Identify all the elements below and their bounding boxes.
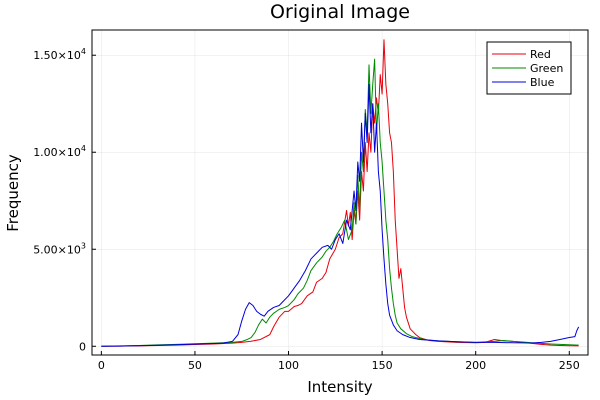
x-tick-label: 100: [278, 359, 299, 372]
y-tick-label: 1.50×104: [33, 47, 86, 62]
plot-frame: [91, 29, 589, 356]
legend-label-blue: Blue: [530, 76, 555, 89]
x-tick-label: 200: [465, 359, 486, 372]
x-tick-label: 0: [98, 359, 105, 372]
series-line-green: [101, 58, 579, 347]
series-line-red: [101, 39, 579, 347]
x-tick-label: 250: [559, 359, 580, 372]
y-tick-label: 0: [79, 340, 86, 353]
x-axis-title: Intensity: [307, 378, 372, 396]
y-tick-label: 1.00×104: [33, 144, 86, 159]
legend-label-green: Green: [530, 62, 563, 75]
y-axis-title: Frequency: [4, 154, 22, 232]
axis-ticks: 0 50 100 150 200 250 0 5.00×103 1.00×104 1.50×104: [33, 47, 580, 372]
chart-title: Original Image: [270, 1, 410, 23]
x-tick-label: 50: [188, 359, 202, 372]
x-tick-label: 150: [372, 359, 393, 372]
series-line-blue: [101, 83, 580, 347]
series-lines: [101, 39, 580, 347]
legend-label-red: Red: [530, 48, 551, 61]
y-tick-label: 5.00×103: [33, 241, 86, 256]
